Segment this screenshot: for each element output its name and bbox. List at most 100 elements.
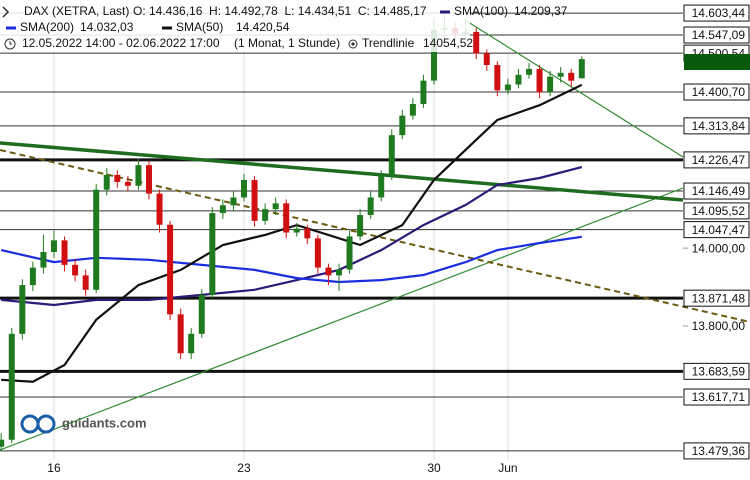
legend-name: SMA(50) — [176, 20, 223, 34]
candle-body — [219, 205, 226, 214]
trendline-icon — [348, 39, 358, 49]
candle-body — [494, 65, 501, 91]
level-label-box — [683, 83, 750, 101]
candle-body — [578, 59, 585, 79]
x-tick-label: 23 — [237, 461, 251, 475]
candle-body — [167, 224, 174, 315]
y-tick-label: 14.603,44 — [692, 6, 746, 20]
candle-body — [504, 84, 511, 91]
candle-body — [483, 53, 490, 66]
candle-body — [114, 174, 121, 182]
y-tick-label: 14.547,09 — [692, 28, 746, 42]
y-tick-label: 14.400,70 — [692, 85, 746, 99]
candle-body — [304, 228, 311, 239]
candle-body — [409, 103, 416, 116]
watermark: guidants.com — [62, 415, 147, 430]
candle-body — [346, 236, 353, 270]
candle-body — [314, 238, 321, 268]
watermark-logo — [20, 414, 56, 434]
candle-body — [198, 294, 205, 334]
candle-body — [515, 74, 522, 85]
level-label-box — [683, 182, 750, 200]
label-layer: 16 23 30 Jun14.603,4414.547,0914.500,5414.4… — [47, 4, 750, 475]
level-layer — [0, 12, 688, 452]
level-label-box — [683, 221, 750, 239]
y-tick-label: 13.871,48 — [692, 291, 746, 305]
candle-body — [357, 215, 364, 237]
level-label-box — [683, 388, 750, 406]
level-label-box — [683, 442, 750, 460]
candle-body — [40, 252, 47, 268]
legend-value: 14.032,03 — [80, 20, 134, 34]
sma-line — [1, 166, 583, 307]
level-label-box — [683, 202, 750, 220]
candle-body — [283, 203, 290, 233]
y-tick-label: 14.226,47 — [692, 153, 746, 167]
y-tick-label: 14.146,49 — [692, 184, 746, 198]
x-tick-label: 30 — [427, 461, 441, 475]
level-label-box — [683, 362, 750, 380]
candle-body — [420, 80, 427, 104]
candle-body — [72, 264, 79, 276]
candle-body — [473, 31, 480, 54]
y-tick-label: 14.000,00 — [692, 241, 746, 255]
candle-body — [0, 439, 5, 447]
candle-layer — [0, 13, 585, 452]
y-tick-label: 13.800,00 — [692, 319, 746, 333]
candle-body — [251, 179, 258, 221]
trendline-icon-dot — [351, 42, 355, 46]
clock-hand — [9, 41, 12, 45]
y-tick-label: 14.047,47 — [692, 223, 746, 237]
candle-body — [272, 203, 279, 210]
period: 12.05.2022 14:00 - 02.06.2022 17:00 — [22, 36, 220, 50]
chevron-icon — [2, 6, 10, 18]
grid-layer — [53, 52, 509, 460]
candle-body — [335, 269, 342, 276]
y-tick-label: 13.617,71 — [692, 390, 746, 404]
candle-body — [526, 68, 532, 75]
legend-name: SMA(100) — [454, 4, 508, 18]
y-tick-label: 13.683,59 — [692, 365, 746, 379]
y-tick-label: 14.313,84 — [692, 119, 746, 133]
sma-line — [1, 83, 583, 383]
candle-body — [188, 333, 195, 354]
candle-body — [378, 176, 385, 198]
candle-body — [367, 197, 374, 216]
candle-body — [240, 179, 247, 198]
candle-body — [399, 115, 406, 136]
candle-body — [547, 76, 554, 93]
legend-value: 14.420,54 — [236, 20, 290, 34]
candle-body — [262, 209, 269, 221]
candle-body — [93, 189, 100, 290]
candle-body — [103, 174, 110, 190]
candle-body — [19, 285, 26, 334]
header-bg — [0, 0, 470, 52]
candle-body — [61, 240, 68, 265]
sma-layer — [0, 83, 583, 383]
candle-body — [536, 68, 543, 93]
candle-body — [156, 193, 163, 225]
trendline-value: 14054,52 — [423, 36, 473, 50]
candle-body — [177, 314, 184, 354]
candle-body — [230, 197, 237, 206]
instrument: DAX (XETRA, Last) — [24, 4, 129, 18]
x-tick-label: Jun — [498, 461, 517, 475]
y-tick-label: 13.479,36 — [692, 444, 746, 458]
candle-body — [82, 275, 89, 290]
candle-body — [293, 228, 300, 233]
ohlc: O: 14.436,16 H: 14.492,78 L: 14.434,51 C… — [133, 4, 427, 18]
level-label-box — [683, 26, 750, 44]
trendline-name: Trendlinie — [362, 36, 415, 50]
candle-body — [325, 267, 332, 276]
candle-body — [557, 72, 564, 77]
candle-body — [209, 213, 216, 295]
candle-body — [135, 165, 142, 186]
candle-body — [29, 267, 36, 286]
y-tick-label: 14.095,52 — [692, 204, 746, 218]
resolution: (1 Monat, 1 Stunde) — [234, 36, 340, 50]
trendline-up — [0, 187, 684, 451]
level-label-box — [683, 117, 750, 135]
candle-body — [145, 165, 152, 194]
level-label-box — [683, 151, 750, 169]
